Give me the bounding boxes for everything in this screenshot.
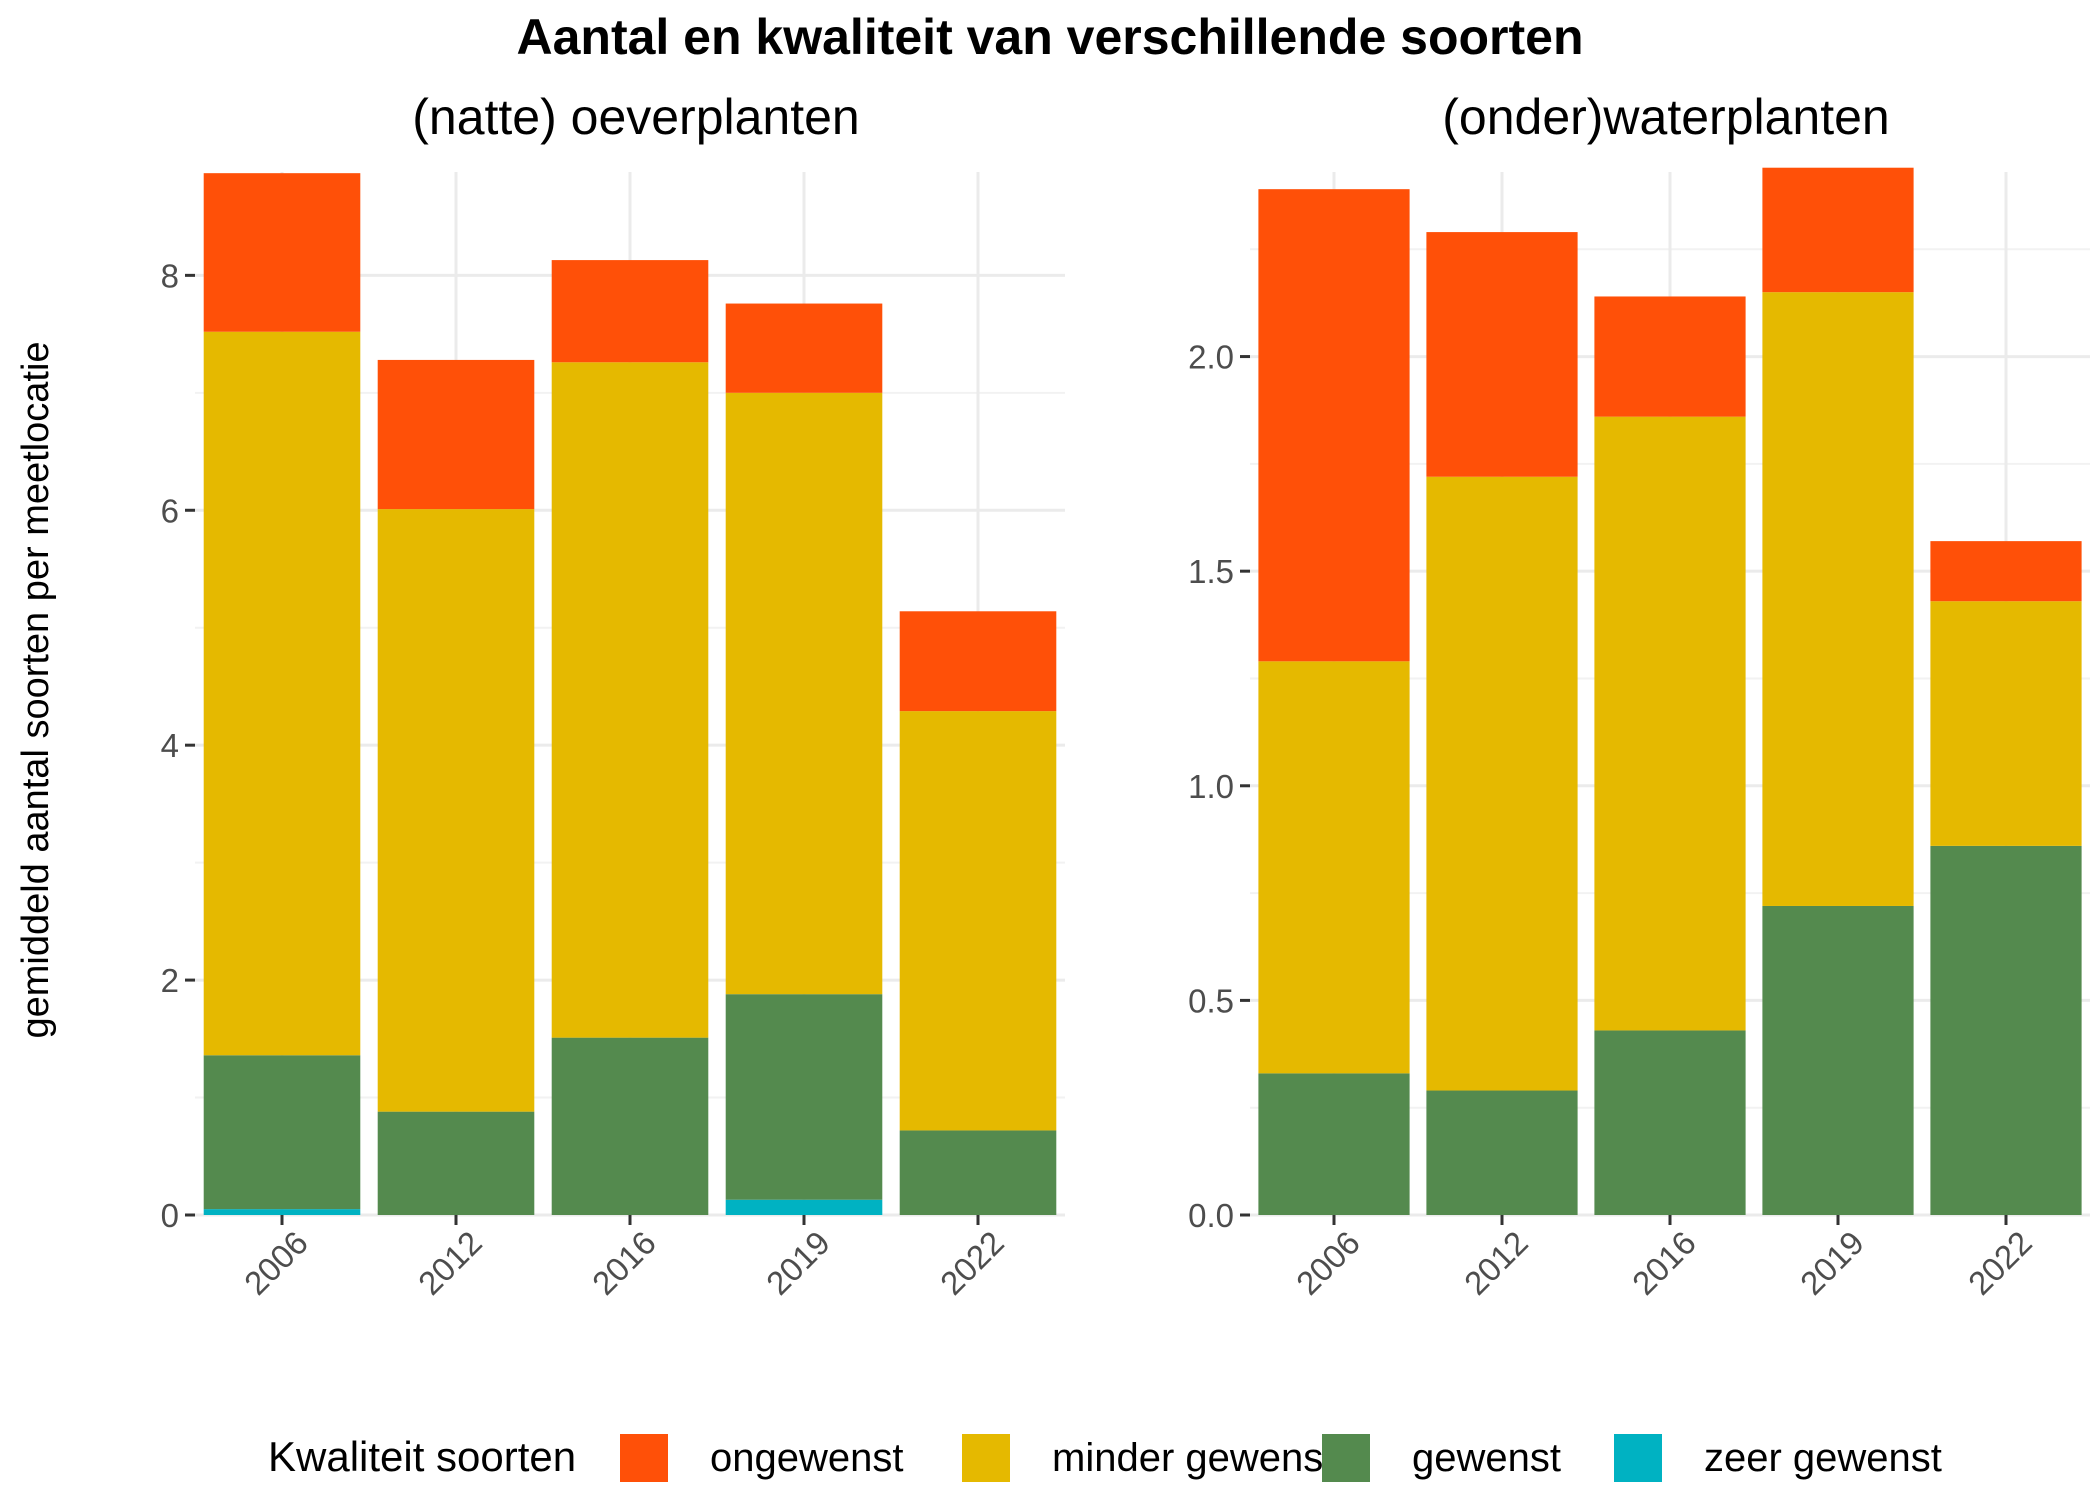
bar-ongewenst-2012 (1426, 232, 1578, 477)
y-tick-label: 2 (161, 962, 179, 999)
legend-label-ongewenst: ongewenst (710, 1436, 903, 1480)
x-tick-label: 2022 (933, 1224, 1011, 1302)
bar-gewenst-2006 (203, 1055, 361, 1210)
bar-gewenst-2012 (377, 1111, 535, 1215)
bar-ongewenst-2016 (1594, 296, 1746, 417)
panel-bars (203, 173, 1057, 1215)
panel-bars (1258, 167, 2082, 1215)
y-axis-ticks: 0.0 0.5 1.0 1.5 2.0 (1188, 339, 1250, 1234)
y-axis-title: gemiddeld aantal soorten per meetlocatie (15, 341, 57, 1038)
bar-gewenst-2019 (725, 994, 883, 1200)
x-tick-label: 2019 (1793, 1224, 1871, 1302)
x-tick-label: 2016 (585, 1224, 663, 1302)
x-tick-label: 2022 (1961, 1224, 2039, 1302)
bar-minder-gewenst-2012 (377, 509, 535, 1112)
bar-gewenst-2016 (1594, 1030, 1746, 1215)
bar-gewenst-2022 (1930, 845, 2082, 1215)
x-axis-ticks: 2006 2012 2016 2019 2022 (1289, 1215, 2039, 1302)
x-tick-label: 2019 (759, 1224, 837, 1302)
bar-ongewenst-2016 (551, 260, 709, 363)
y-tick-label: 6 (161, 492, 179, 529)
x-tick-label: 2006 (1289, 1224, 1367, 1302)
bar-zeer-gewenst-2006 (203, 1209, 361, 1215)
legend: Kwaliteit soorten ongewenst minder gewens… (268, 1433, 1942, 1482)
legend-title: Kwaliteit soorten (268, 1433, 576, 1480)
y-tick-label: 0.5 (1188, 982, 1234, 1019)
bar-minder-gewenst-2016 (1594, 416, 1746, 1031)
bar-minder-gewenst-2019 (1762, 292, 1914, 906)
legend-key-zeer-gewenst (1614, 1434, 1662, 1482)
bar-gewenst-2012 (1426, 1090, 1578, 1215)
bar-minder-gewenst-2006 (203, 331, 361, 1056)
x-tick-label: 2006 (237, 1224, 315, 1302)
y-tick-label: 0 (161, 1197, 179, 1234)
y-tick-label: 1.5 (1188, 553, 1234, 590)
bar-ongewenst-2022 (1930, 541, 2082, 602)
y-tick-label: 2.0 (1188, 339, 1234, 376)
x-tick-label: 2016 (1625, 1224, 1703, 1302)
panel-title-waterplanten: (onder)waterplanten (1442, 89, 1890, 145)
bar-ongewenst-2019 (725, 303, 883, 393)
x-axis-ticks: 2006 2012 2016 2019 2022 (237, 1215, 1011, 1302)
bar-minder-gewenst-2022 (1930, 601, 2082, 846)
bar-ongewenst-2012 (377, 359, 535, 510)
bar-minder-gewenst-2016 (551, 362, 709, 1038)
panel-waterplanten: (onder)waterplanten 0.0 0.5 1.0 1.5 2.0 2006… (1188, 89, 2090, 1302)
legend-label-minder-gewenst: minder gewenst (1052, 1436, 1334, 1480)
y-tick-label: 1.0 (1188, 768, 1234, 805)
bar-ongewenst-2006 (1258, 189, 1410, 662)
bar-minder-gewenst-2006 (1258, 661, 1410, 1074)
bar-minder-gewenst-2022 (899, 711, 1057, 1131)
bar-gewenst-2019 (1762, 905, 1914, 1215)
x-tick-label: 2012 (1457, 1224, 1535, 1302)
y-axis-ticks: 0 2 4 6 8 (161, 257, 195, 1234)
bar-minder-gewenst-2019 (725, 392, 883, 995)
legend-label-gewenst: gewenst (1412, 1436, 1561, 1480)
y-tick-label: 8 (161, 257, 179, 294)
legend-key-minder-gewenst (962, 1434, 1010, 1482)
chart-title: Aantal en kwaliteit van verschillende so… (516, 9, 1583, 65)
x-tick-label: 2012 (411, 1224, 489, 1302)
bar-ongewenst-2022 (899, 611, 1057, 712)
bar-gewenst-2006 (1258, 1073, 1410, 1215)
panel-title-oeverplanten: (natte) oeverplanten (412, 89, 860, 145)
y-tick-label: 0.0 (1188, 1197, 1234, 1234)
bar-minder-gewenst-2012 (1426, 476, 1578, 1091)
bar-ongewenst-2019 (1762, 167, 1914, 293)
legend-label-zeer-gewenst: zeer gewenst (1704, 1436, 1942, 1480)
bar-gewenst-2022 (899, 1130, 1057, 1215)
legend-key-ongewenst (620, 1434, 668, 1482)
bar-zeer-gewenst-2019 (725, 1199, 883, 1215)
bar-ongewenst-2006 (203, 173, 361, 332)
legend-key-gewenst (1322, 1434, 1370, 1482)
y-tick-label: 4 (161, 727, 179, 764)
bar-gewenst-2016 (551, 1037, 709, 1215)
